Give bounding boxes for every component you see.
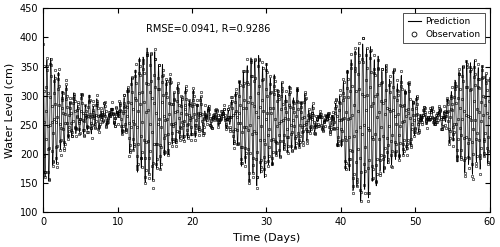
Legend: Prediction, Observation: Prediction, Observation: [403, 13, 485, 43]
X-axis label: Time (Days): Time (Days): [233, 233, 300, 243]
Text: RMSE=0.0941, R=0.9286: RMSE=0.0941, R=0.9286: [146, 24, 270, 34]
Y-axis label: Water Level (cm): Water Level (cm): [4, 63, 14, 158]
